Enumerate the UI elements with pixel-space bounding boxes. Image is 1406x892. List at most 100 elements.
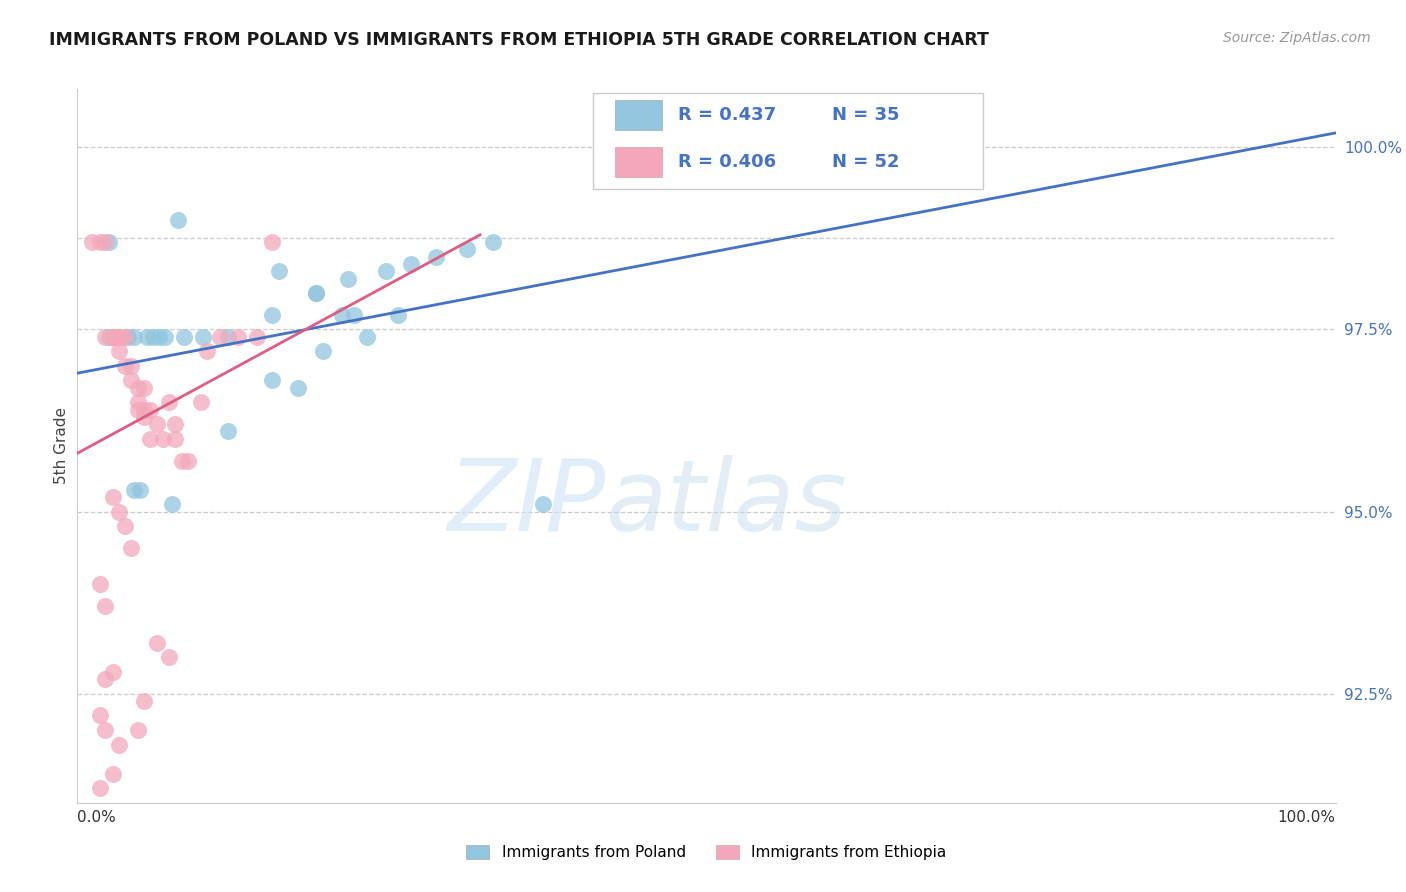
Point (228, 330, 250, 344)
Text: atlas: atlas (606, 455, 848, 551)
Text: N = 52: N = 52 (832, 153, 900, 170)
Point (89, 235, 111, 249)
Point (246, 330, 269, 344)
Point (456, 243, 478, 257)
Point (97, 330, 120, 344)
Point (481, 235, 503, 249)
Point (108, 344, 131, 359)
Point (336, 271, 359, 285)
Point (101, 665, 124, 679)
Point (117, 330, 139, 344)
Point (177, 453, 200, 467)
Point (132, 381, 155, 395)
Text: R = 0.406: R = 0.406 (678, 153, 776, 170)
Point (94, 723, 117, 737)
Point (142, 330, 165, 344)
Point (97, 235, 120, 249)
FancyBboxPatch shape (614, 146, 662, 177)
Text: Source: ZipAtlas.com: Source: ZipAtlas.com (1223, 31, 1371, 45)
Point (94, 330, 117, 344)
Point (658, 155, 681, 169)
Legend: Immigrants from Poland, Immigrants from Ethiopia: Immigrants from Poland, Immigrants from … (460, 839, 953, 866)
Point (139, 402, 162, 417)
Point (101, 330, 124, 344)
Point (262, 374, 284, 388)
Point (195, 344, 218, 359)
Point (127, 381, 149, 395)
Point (101, 766, 124, 780)
Point (170, 453, 193, 467)
Point (120, 374, 142, 388)
Point (139, 432, 162, 446)
Point (127, 402, 149, 417)
Point (94, 235, 117, 249)
Point (287, 381, 309, 395)
Point (101, 330, 124, 344)
Point (531, 497, 554, 511)
Point (120, 541, 142, 555)
Point (122, 483, 145, 497)
Text: ZIP: ZIP (447, 455, 606, 551)
Point (208, 330, 231, 344)
Point (305, 286, 328, 301)
Point (343, 308, 366, 322)
Point (89, 708, 111, 723)
Point (312, 344, 335, 359)
Point (108, 330, 131, 344)
Point (305, 286, 328, 301)
Point (155, 330, 177, 344)
Point (101, 490, 124, 504)
Point (94, 672, 117, 686)
Point (127, 395, 149, 409)
Point (425, 250, 447, 264)
Point (127, 723, 149, 737)
Point (262, 235, 284, 249)
Point (132, 402, 155, 417)
Point (132, 409, 155, 424)
Point (190, 395, 212, 409)
Point (160, 497, 183, 511)
FancyBboxPatch shape (593, 93, 983, 189)
Point (82, 235, 104, 249)
Point (135, 330, 157, 344)
Point (145, 417, 167, 432)
Text: 100.0%: 100.0% (1278, 810, 1336, 825)
Point (101, 330, 124, 344)
Point (191, 330, 215, 344)
Point (173, 330, 195, 344)
Point (157, 395, 180, 409)
Point (108, 738, 131, 752)
Text: R = 0.437: R = 0.437 (678, 106, 776, 124)
Text: N = 35: N = 35 (832, 106, 900, 124)
Point (122, 330, 145, 344)
Point (217, 425, 239, 439)
Point (120, 359, 142, 373)
Y-axis label: 5th Grade: 5th Grade (53, 408, 69, 484)
Point (399, 257, 422, 271)
Point (387, 308, 409, 322)
Point (330, 308, 353, 322)
Point (114, 359, 136, 373)
Point (108, 504, 131, 518)
Point (262, 308, 284, 322)
Point (145, 635, 167, 649)
Point (89, 781, 111, 796)
FancyBboxPatch shape (614, 100, 662, 130)
Point (132, 694, 155, 708)
Point (374, 264, 396, 278)
Point (114, 330, 136, 344)
Point (167, 213, 190, 227)
Point (129, 483, 152, 497)
Point (152, 432, 174, 446)
Point (165, 417, 187, 432)
Point (94, 599, 117, 614)
Text: 0.0%: 0.0% (77, 810, 117, 825)
Point (148, 330, 170, 344)
Point (157, 650, 180, 665)
Point (108, 330, 131, 344)
Point (89, 577, 111, 591)
Point (267, 264, 290, 278)
Point (165, 432, 187, 446)
Text: IMMIGRANTS FROM POLAND VS IMMIGRANTS FROM ETHIOPIA 5TH GRADE CORRELATION CHART: IMMIGRANTS FROM POLAND VS IMMIGRANTS FRO… (49, 31, 988, 49)
Point (114, 519, 136, 533)
